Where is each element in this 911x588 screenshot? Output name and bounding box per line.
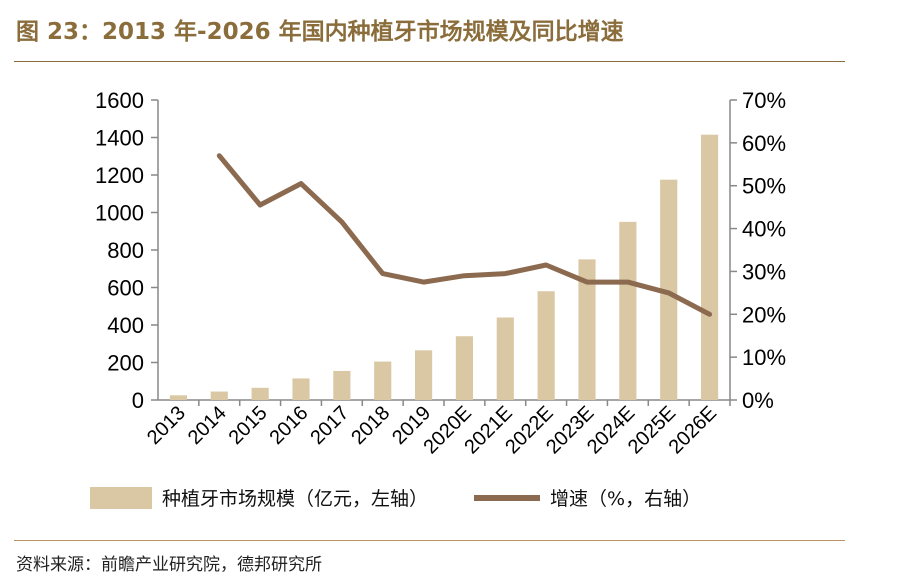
- right-tick-label: 0%: [742, 388, 774, 413]
- right-tick-label: 70%: [742, 88, 786, 113]
- left-tick-label: 400: [107, 313, 144, 338]
- left-tick-label: 600: [107, 276, 144, 301]
- legend-line-swatch: [474, 494, 541, 501]
- bar: [374, 361, 392, 400]
- source-note: 资料来源：前瞻产业研究院，德邦研究所: [16, 555, 322, 575]
- bar: [251, 387, 269, 400]
- chart-title: 图 23：2013 年-2026 年国内种植牙市场规模及同比增速: [16, 19, 624, 45]
- x-tick-label: 2015: [225, 402, 272, 449]
- bar: [578, 259, 596, 400]
- x-tick-label: 2013: [143, 402, 190, 449]
- left-tick-label: 1400: [95, 126, 144, 151]
- title-divider: [14, 61, 845, 62]
- left-tick-label: 200: [107, 351, 144, 376]
- bar: [537, 291, 555, 400]
- growth-line: [216, 153, 713, 317]
- bar: [414, 350, 433, 400]
- x-tick-label: 2018: [347, 402, 394, 449]
- bar-series: [169, 134, 719, 400]
- bar: [660, 179, 678, 400]
- x-tick-label: 2017: [306, 402, 353, 449]
- x-tick-label: 2016: [266, 402, 313, 449]
- right-tick-label: 30%: [742, 259, 786, 284]
- left-tick-label: 0: [132, 388, 144, 413]
- right-tick-label: 10%: [742, 345, 786, 370]
- bar: [496, 317, 514, 400]
- bar: [292, 378, 310, 400]
- chart-legend: 种植牙市场规模（亿元，左轴） 增速（%，右轴）: [90, 484, 701, 511]
- bar: [333, 370, 351, 400]
- x-tick-label: 2014: [184, 402, 231, 449]
- combo-chart: 0 200 400 600 800 1000 1200 1400 1600 0% 10% 20% 30%…: [95, 88, 786, 458]
- left-tick-label: 1600: [95, 88, 144, 113]
- right-tick-label: 50%: [742, 174, 786, 199]
- line-series: [216, 153, 713, 317]
- left-tick-label: 1000: [95, 201, 144, 226]
- left-tick-label: 800: [107, 238, 144, 263]
- bar: [210, 391, 228, 400]
- bar: [169, 395, 188, 400]
- right-tick-label: 20%: [742, 302, 786, 327]
- right-tick-label: 40%: [742, 217, 786, 242]
- footer-divider: [14, 540, 845, 541]
- legend-bar-label: 种植牙市场规模（亿元，左轴）: [162, 488, 429, 510]
- chart-axes: [151, 99, 737, 406]
- left-tick-label: 1200: [95, 163, 144, 188]
- bar: [455, 336, 474, 400]
- legend-bar-swatch: [90, 486, 152, 509]
- right-tick-label: 60%: [742, 131, 786, 156]
- bar: [619, 221, 637, 400]
- legend-line-label: 增速（%，右轴）: [550, 488, 702, 510]
- bar: [700, 134, 719, 400]
